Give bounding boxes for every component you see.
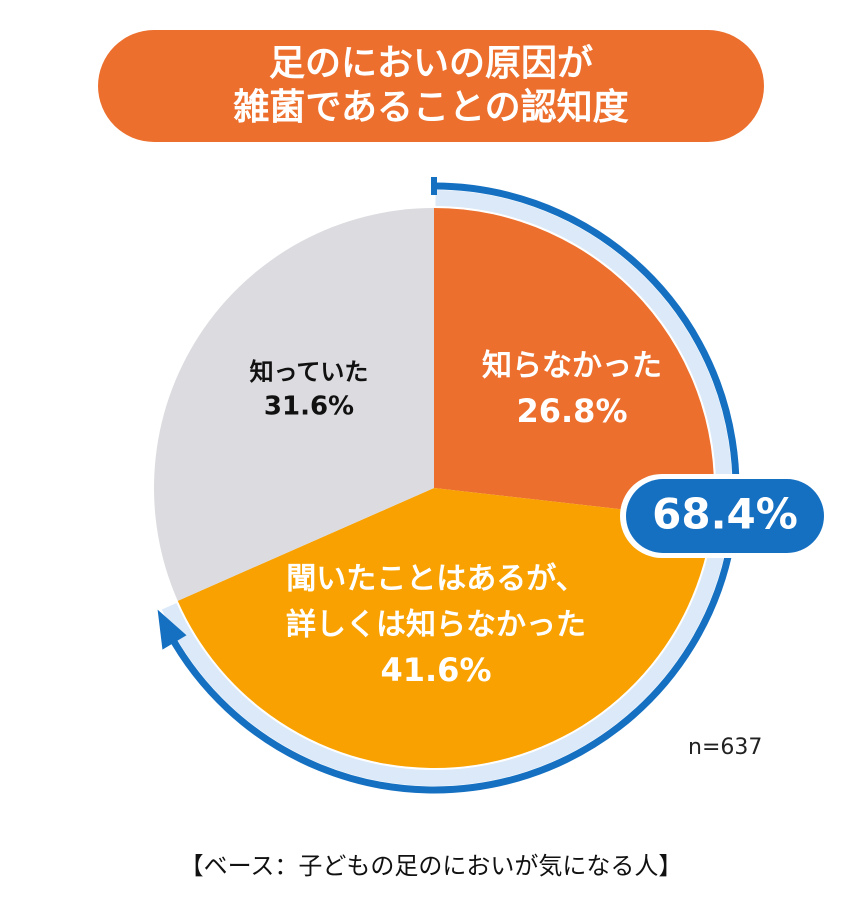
title-banner: 足のにおいの原因が 雑菌であることの認知度 — [98, 30, 764, 142]
slice-value-3: 31.6% — [264, 392, 354, 422]
pie-slice-3 — [154, 208, 434, 601]
highlight-badge-value: 68.4% — [652, 490, 798, 539]
title-line-1: 足のにおいの原因が — [268, 43, 593, 84]
highlight-badge-group: 68.4% — [620, 474, 830, 558]
slice-value-2: 41.6% — [380, 651, 491, 689]
highlight-badge — [626, 479, 824, 553]
slice-value-1: 26.8% — [516, 392, 627, 430]
pie-slice-2 — [177, 488, 713, 769]
highlight-arc-group — [157, 177, 740, 794]
highlight-arrow-icon — [157, 609, 187, 650]
slice-label-3-line-1: 知っていた — [250, 358, 369, 386]
title-line-2: 雑菌であることの認知度 — [233, 87, 629, 128]
slice-label-2-line-1: 聞いたことはあるが、 — [286, 562, 585, 597]
slice-label-2-line-2: 詳しくは知らなかった — [286, 608, 586, 643]
highlight-arc-band — [161, 190, 732, 786]
pie-labels: 知らなかった 26.8% 聞いたことはあるが、詳しくは知らなかった 41.6% 知ってい… — [250, 349, 662, 690]
base-note: 【ベース：子どもの足のにおいが気になる人】 — [0, 846, 862, 881]
highlight-arc — [162, 182, 740, 794]
pie-slice-1 — [434, 208, 715, 520]
sample-size-label: n=637 — [688, 735, 763, 760]
pie-slices — [154, 208, 715, 769]
slice-label-1-line-1: 知らなかった — [482, 349, 662, 384]
base-note-text: 【ベース：子どもの足のにおいが気になる人】 — [179, 852, 683, 880]
